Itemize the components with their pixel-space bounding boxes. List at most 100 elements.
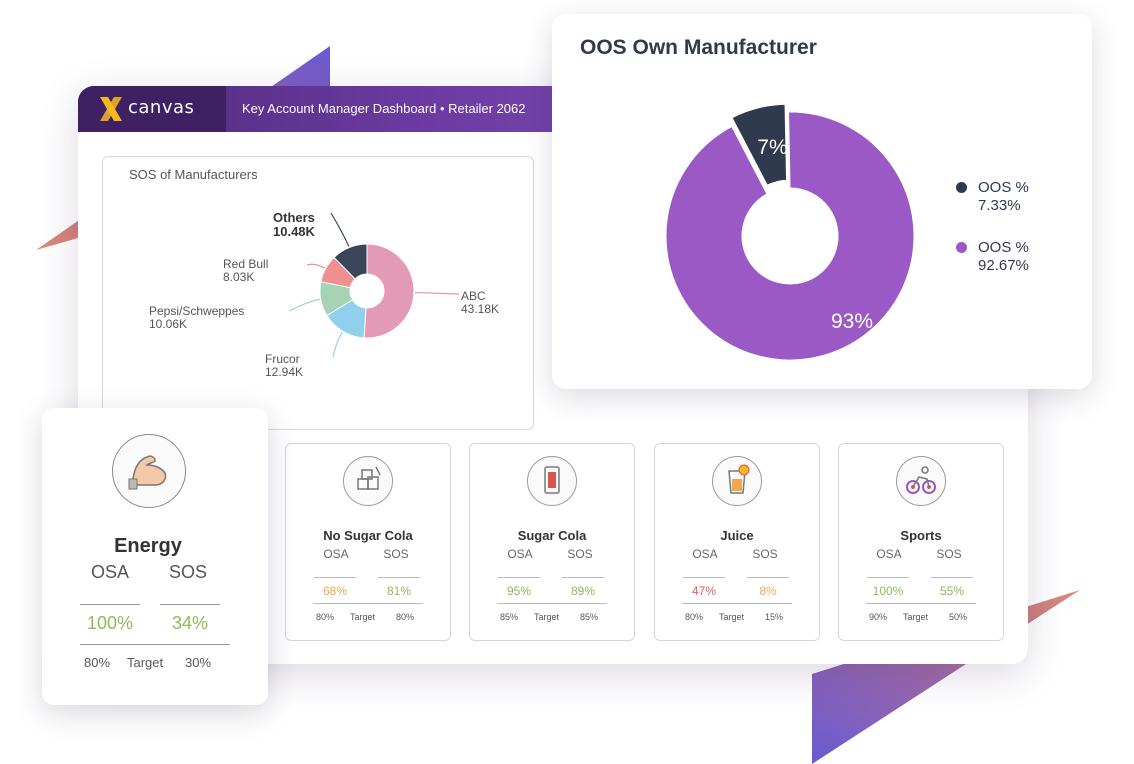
osa-label: OSA (507, 547, 533, 561)
label-redbull-name: Red Bull (223, 257, 269, 271)
divider (313, 603, 423, 604)
legend-item-oos-2: OOS % 92.67% (956, 239, 1029, 275)
divider (931, 577, 973, 578)
leader-line (288, 298, 320, 312)
sos-target: 15% (765, 612, 784, 622)
oos-donut-chart: 7% 93% (663, 101, 917, 363)
leader-line (306, 263, 326, 269)
legend-label: OOS % (978, 179, 1029, 196)
juice-glass-icon (712, 456, 762, 506)
category-card-sugar-cola[interactable]: Sugar Cola OSA SOS 95% 89% 85% Target 85… (469, 443, 635, 641)
sos-donut-chart (288, 212, 460, 358)
slice-label-large: 93% (831, 310, 873, 333)
slice-oos-large[interactable] (663, 109, 917, 363)
divider (80, 644, 230, 645)
category-card-no-sugar-cola[interactable]: No Sugar Cola OSA SOS 68% 81% 80% Target… (285, 443, 451, 641)
divider (378, 577, 420, 578)
oos-panel-title: OOS Own Manufacturer (580, 36, 817, 59)
sos-target: 80% (396, 612, 415, 622)
leader-line (414, 291, 460, 295)
divider (867, 577, 909, 578)
label-redbull-value: 8.03K (223, 270, 255, 284)
divider (866, 603, 976, 604)
canvas-x-logo-icon (100, 97, 122, 121)
divider (683, 577, 725, 578)
label-others-name: Others (273, 210, 315, 225)
osa-value: 100% (872, 584, 904, 598)
sos-label: SOS (752, 547, 778, 561)
label-redbull: Red Bull 8.03K (223, 258, 268, 284)
osa-label: OSA (876, 547, 902, 561)
osa-value: 100% (86, 613, 134, 633)
divider (562, 577, 604, 578)
logo[interactable]: canvas (78, 86, 226, 132)
target-label: Target (719, 612, 745, 622)
divider (314, 577, 356, 578)
osa-label: OSA (323, 547, 349, 561)
divider (497, 603, 607, 604)
category-name: Energy (114, 535, 182, 557)
osa-label: OSA (90, 562, 129, 582)
divider (160, 604, 220, 605)
label-pepsi-value: 10.06K (149, 317, 188, 331)
sos-panel-title: SOS of Manufacturers (125, 167, 262, 182)
ice-cubes-icon (343, 456, 393, 506)
sos-value: 8% (759, 584, 777, 598)
cyclist-icon (896, 456, 946, 506)
logo-text: canvas (128, 97, 195, 118)
label-abc-name: ABC (461, 289, 486, 303)
label-frucor: Frucor 12.94K (265, 353, 303, 379)
slice-abc[interactable] (363, 243, 415, 339)
sos-target: 30% (185, 655, 212, 670)
osa-target: 90% (869, 612, 888, 622)
osa-target: 80% (685, 612, 704, 622)
legend-label: OOS % (978, 239, 1029, 256)
label-frucor-name: Frucor (265, 352, 300, 366)
target-label: Target (127, 655, 164, 670)
osa-label: OSA (692, 547, 718, 561)
category-name: Sports (900, 528, 942, 543)
label-others-value: 10.48K (273, 224, 315, 239)
sos-value: 34% (171, 613, 209, 633)
osa-value: 95% (506, 584, 532, 598)
leader-line (332, 331, 343, 358)
dashboard-title: Key Account Manager Dashboard • Retailer… (242, 101, 526, 116)
category-card-energy[interactable]: Energy OSA SOS 100% 34% 80% Target 30% (42, 408, 268, 705)
label-frucor-value: 12.94K (265, 365, 304, 379)
target-label: Target (350, 612, 376, 622)
slice-oos-small[interactable] (728, 101, 790, 189)
sos-value: 81% (386, 584, 412, 598)
category-card-juice[interactable]: Juice OSA SOS 47% 8% 80% Target 15% (654, 443, 820, 641)
sos-label: SOS (168, 562, 207, 582)
osa-target: 85% (500, 612, 519, 622)
sos-value: 55% (939, 584, 965, 598)
osa-target: 80% (316, 612, 335, 622)
divider (80, 604, 140, 605)
osa-value: 68% (322, 584, 348, 598)
divider (682, 603, 792, 604)
sos-target: 85% (580, 612, 599, 622)
osa-target: 80% (84, 655, 111, 670)
sos-value: 89% (570, 584, 596, 598)
label-others: Others 10.48K (273, 211, 315, 239)
legend-value: 7.33% (978, 197, 1021, 214)
soda-can-icon (527, 456, 577, 506)
legend-item-oos-1: OOS % 7.33% (956, 179, 1029, 215)
sos-label: SOS (936, 547, 962, 561)
oos-own-manufacturer-panel: OOS Own Manufacturer 7% 93% OOS % 7.33% O… (552, 14, 1092, 389)
osa-value: 47% (691, 584, 717, 598)
sos-manufacturers-panel: SOS of Manufacturers Others 10.48K Red B… (102, 156, 534, 430)
flexed-arm-icon (112, 434, 186, 508)
category-name: No Sugar Cola (323, 528, 413, 543)
category-name: Sugar Cola (517, 528, 587, 543)
category-card-sports[interactable]: Sports OSA SOS 100% 55% 90% Target 50% (838, 443, 1004, 641)
sos-target: 50% (949, 612, 968, 622)
target-label: Target (534, 612, 560, 622)
category-name: Juice (720, 528, 754, 543)
target-label: Target (903, 612, 929, 622)
sos-label: SOS (383, 547, 409, 561)
slice-others[interactable] (333, 243, 368, 280)
divider (747, 577, 789, 578)
legend-dot-purple (956, 242, 967, 253)
label-abc-value: 43.18K (461, 302, 500, 316)
